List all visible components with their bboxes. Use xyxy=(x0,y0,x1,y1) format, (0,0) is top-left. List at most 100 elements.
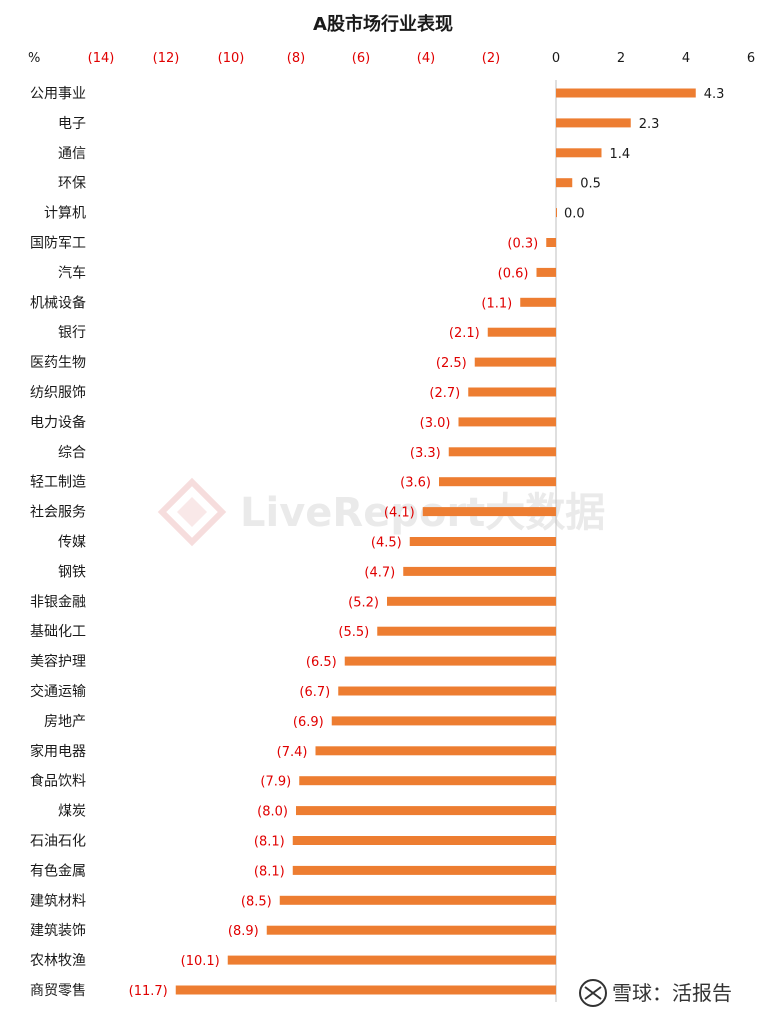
bar xyxy=(403,566,556,576)
category-label: 综合 xyxy=(58,445,86,461)
bar xyxy=(546,238,556,247)
bars xyxy=(175,88,696,995)
value-label: (3.6) xyxy=(400,476,431,491)
category-label: 轻工制造 xyxy=(30,475,86,491)
bar xyxy=(338,686,556,696)
bar xyxy=(266,925,556,935)
category-label: 通信 xyxy=(58,146,86,162)
value-label: 2.3 xyxy=(639,117,660,132)
unit-label: % xyxy=(28,51,40,66)
x-tick-label: (6) xyxy=(352,51,370,66)
value-label: (2.5) xyxy=(436,356,467,371)
bar xyxy=(279,895,556,905)
bar xyxy=(439,477,556,487)
value-label: (8.1) xyxy=(254,864,285,879)
category-label: 建筑材料 xyxy=(30,893,86,909)
bar xyxy=(536,267,556,277)
category-label: 基础化工 xyxy=(30,623,86,640)
value-label: 0.5 xyxy=(580,177,601,192)
category-label: 银行 xyxy=(58,325,86,341)
value-label: (8.9) xyxy=(228,924,259,939)
bar xyxy=(487,327,556,337)
bar xyxy=(331,716,556,726)
category-label: 家用电器 xyxy=(30,743,86,760)
category-label: 纺织服饰 xyxy=(30,385,86,401)
x-tick-label: (4) xyxy=(417,51,435,66)
value-label: (2.1) xyxy=(449,326,480,341)
x-tick-label: 0 xyxy=(552,51,560,66)
bar xyxy=(556,148,602,158)
x-tick-label: 4 xyxy=(682,51,690,66)
bar xyxy=(299,776,556,786)
x-tick-label: (10) xyxy=(218,51,245,66)
value-label: 1.4 xyxy=(610,147,631,162)
footer: 雪球：活报告 xyxy=(579,979,732,1007)
chart-title: A股市场行业表现 xyxy=(313,13,453,35)
bar xyxy=(474,357,556,367)
category-label: 交通运输 xyxy=(30,683,86,700)
category-label: 石油石化 xyxy=(30,834,86,850)
value-label: (5.5) xyxy=(338,625,369,640)
bar xyxy=(468,387,556,397)
bar xyxy=(448,447,556,457)
value-label: (2.7) xyxy=(429,386,460,401)
value-label: (8.0) xyxy=(257,805,288,820)
value-label: (0.6) xyxy=(498,266,529,281)
value-label: 0.0 xyxy=(564,207,585,222)
value-label: (3.0) xyxy=(420,416,451,431)
value-label: (0.3) xyxy=(507,237,538,252)
bar xyxy=(292,836,556,845)
category-label: 社会服务 xyxy=(30,505,86,521)
value-label: (4.5) xyxy=(371,536,402,551)
value-label: (11.7) xyxy=(129,984,168,999)
bar xyxy=(292,865,556,875)
category-label: 环保 xyxy=(58,176,86,192)
value-label: (7.4) xyxy=(277,745,308,760)
category-label: 传媒 xyxy=(58,535,86,551)
value-label: (5.2) xyxy=(348,595,379,610)
x-tick-label: 6 xyxy=(747,51,755,66)
bar xyxy=(315,746,556,756)
value-label: (6.7) xyxy=(299,685,330,700)
value-label: 4.3 xyxy=(704,87,725,102)
category-label: 国防军工 xyxy=(30,236,86,252)
livereport-logo-icon xyxy=(157,477,227,547)
value-label: (4.7) xyxy=(364,565,395,580)
category-label: 农林牧渔 xyxy=(30,953,86,969)
bar xyxy=(296,806,556,816)
value-label: (6.9) xyxy=(293,715,324,730)
category-label: 汽车 xyxy=(58,264,86,281)
footer-text: 雪球：活报告 xyxy=(612,981,732,1005)
bar xyxy=(556,208,557,218)
bar xyxy=(556,178,573,188)
category-label: 有色金属 xyxy=(30,862,86,879)
bar xyxy=(175,985,556,995)
x-axis-ticks: (14) (12) (10) (8) (6) (4) (2) 0 2 4 6 xyxy=(88,51,755,66)
bar xyxy=(377,626,556,636)
bar xyxy=(458,417,556,427)
x-tick-label: 2 xyxy=(617,51,625,66)
category-label: 计算机 xyxy=(44,206,86,222)
x-tick-label: (8) xyxy=(287,51,305,66)
value-label: (4.1) xyxy=(384,506,415,521)
x-tick-label: (12) xyxy=(153,51,180,66)
value-label: (1.1) xyxy=(481,296,512,311)
value-label: (3.3) xyxy=(410,446,441,461)
category-label: 美容护理 xyxy=(30,653,86,670)
value-label: (8.5) xyxy=(241,894,272,909)
category-label: 建筑装饰 xyxy=(30,923,86,939)
bar xyxy=(227,955,556,965)
value-label: (7.9) xyxy=(260,775,291,790)
category-label: 商贸零售 xyxy=(30,983,86,999)
bar xyxy=(344,656,556,666)
bar xyxy=(520,297,556,307)
category-label: 电力设备 xyxy=(30,414,86,431)
bar xyxy=(409,537,556,546)
category-label: 房地产 xyxy=(44,714,86,730)
value-label: (6.5) xyxy=(306,655,337,670)
bar xyxy=(422,507,556,517)
category-label: 食品饮料 xyxy=(30,773,86,790)
bar xyxy=(556,88,696,98)
bar xyxy=(387,596,556,606)
